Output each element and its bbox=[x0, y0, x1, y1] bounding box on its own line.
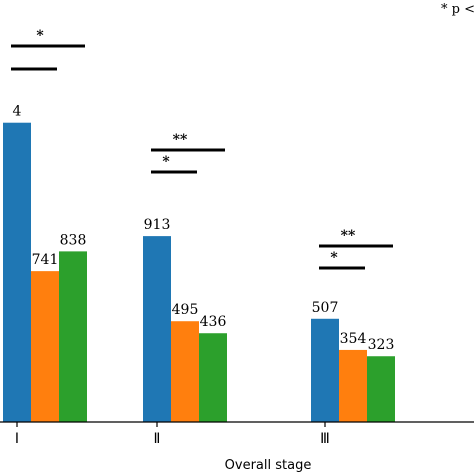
bar-stage-2-series-2 bbox=[171, 321, 199, 422]
bar-stage-1-series-2 bbox=[31, 271, 59, 422]
significance-note: * p < bbox=[441, 2, 474, 17]
value-label-stage-1-series-1: 4 bbox=[13, 104, 22, 120]
value-label-stage-1-series-2: 741 bbox=[32, 252, 59, 268]
value-labels-group: 4 913 507 741 495 354 838 436 323 bbox=[13, 104, 395, 354]
significance-label-1: * bbox=[36, 28, 44, 44]
x-tick-label-1: Ⅰ bbox=[15, 431, 19, 447]
significance-label-4: * bbox=[162, 154, 170, 170]
bar-stage-3-series-1 bbox=[311, 318, 339, 422]
value-label-stage-3-series-1: 507 bbox=[312, 300, 339, 316]
significance-label-3: ** bbox=[173, 132, 188, 148]
bar-stage-1-series-1 bbox=[3, 122, 31, 422]
value-label-stage-3-series-2: 354 bbox=[340, 331, 367, 347]
bar-stage-1-series-3 bbox=[59, 251, 87, 422]
bars-group bbox=[3, 122, 395, 422]
bar-stage-2-series-1 bbox=[143, 236, 171, 422]
significance-label-6: * bbox=[330, 250, 338, 266]
value-label-stage-2-series-3: 436 bbox=[200, 314, 227, 330]
significance-label-5: ** bbox=[341, 228, 356, 244]
x-axis-label: Overall stage bbox=[225, 458, 312, 473]
x-tick-label-2: Ⅱ bbox=[154, 431, 161, 447]
value-label-stage-2-series-2: 495 bbox=[172, 302, 199, 318]
bar-stage-3-series-2 bbox=[339, 349, 367, 422]
x-tick-label-3: Ⅲ bbox=[320, 431, 330, 447]
significance-group: ******* bbox=[11, 28, 393, 270]
value-label-stage-3-series-3: 323 bbox=[368, 337, 395, 353]
value-label-stage-1-series-3: 838 bbox=[60, 232, 87, 248]
bar-stage-3-series-3 bbox=[367, 356, 395, 422]
x-axis: Ⅰ Ⅱ Ⅲ bbox=[0, 421, 474, 447]
value-label-stage-2-series-1: 913 bbox=[144, 217, 171, 233]
bar-stage-2-series-3 bbox=[199, 333, 227, 422]
